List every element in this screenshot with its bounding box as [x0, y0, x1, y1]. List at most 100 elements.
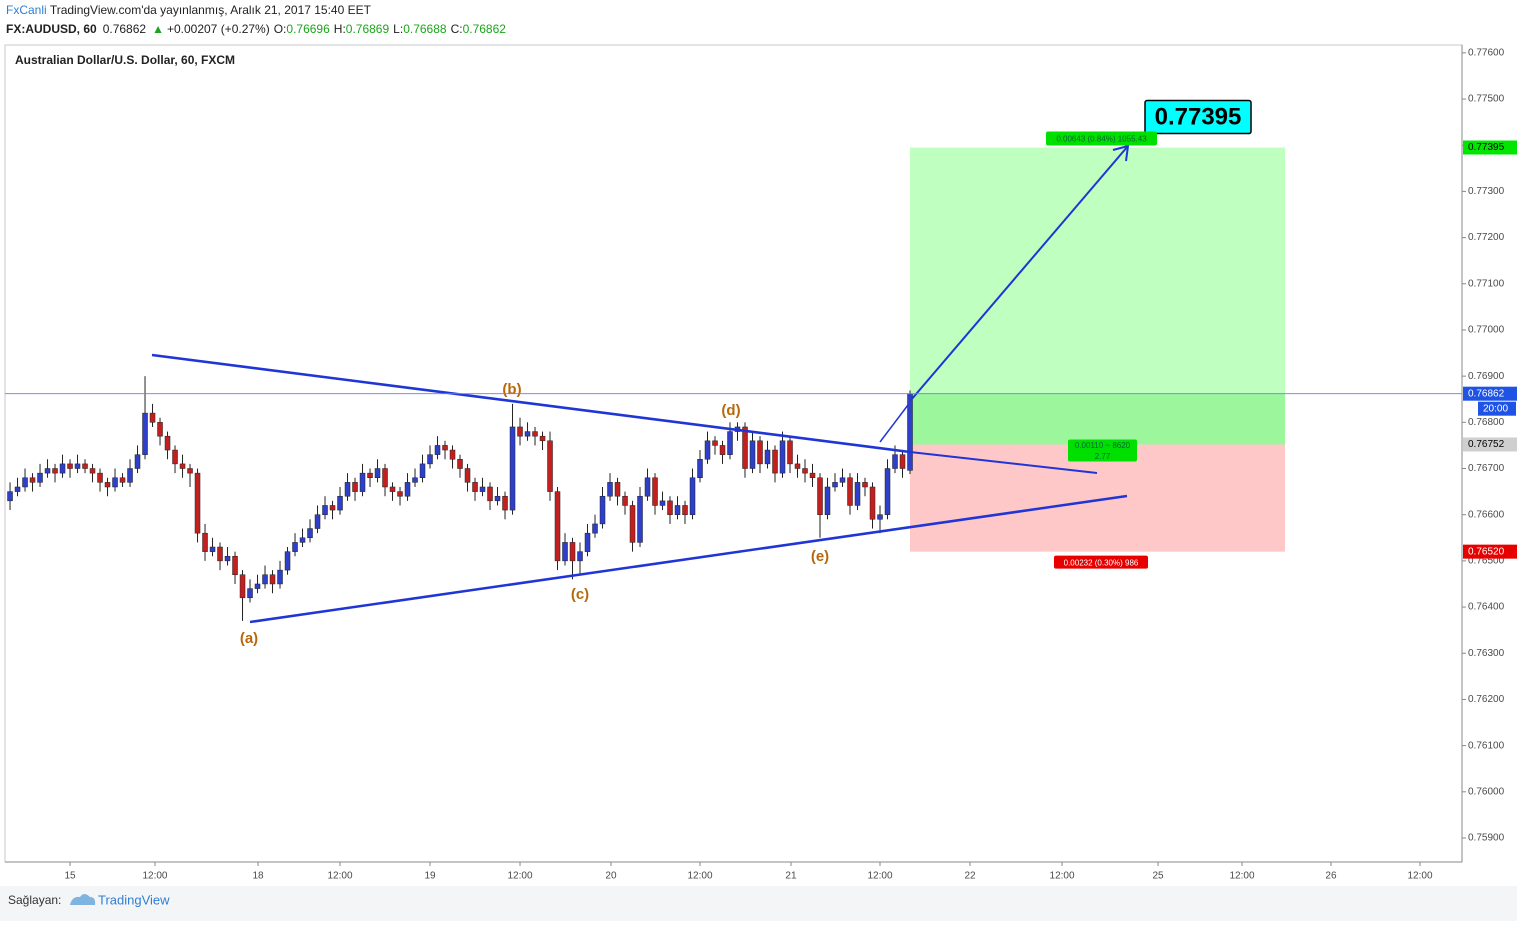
x-tick-label: 12:00	[687, 871, 712, 882]
candle-body	[539, 435, 546, 442]
y-tick-label: 0.76100	[1468, 740, 1505, 751]
position-stats: 0.00110 ~ 8620	[1075, 441, 1131, 450]
candle-body	[817, 477, 823, 515]
candle-body	[869, 486, 876, 520]
candle-body	[104, 482, 111, 488]
symbol: FX:AUDUSD, 60	[6, 22, 97, 36]
wave-label: (a)	[240, 630, 258, 647]
candle-body	[97, 472, 103, 483]
candle-body	[554, 491, 561, 562]
candle-body	[809, 472, 816, 478]
target-callout-bg	[1144, 99, 1252, 135]
candle-body	[44, 468, 51, 474]
wave-label: (b)	[502, 381, 521, 398]
x-tick-label: 22	[964, 871, 976, 882]
position-stats: 2.77	[1095, 452, 1111, 461]
target-callout: 0.77395	[1155, 103, 1242, 130]
candle-body	[292, 542, 298, 552]
candle-body	[487, 486, 493, 502]
candle-body	[802, 468, 808, 474]
candle-body	[187, 468, 193, 474]
ohlc-label: H:	[334, 22, 346, 36]
position-layer	[910, 147, 1285, 552]
ohlc-label: O:	[274, 22, 287, 36]
x-tick-label: 18	[252, 871, 264, 882]
candle-body	[794, 463, 801, 469]
candle-body	[779, 440, 786, 474]
candle-body	[674, 505, 681, 515]
candle-body	[202, 532, 208, 552]
candle-body	[284, 551, 291, 571]
candle-body	[389, 486, 396, 492]
candle-body	[52, 468, 58, 474]
candle-body	[142, 412, 148, 455]
stop-price-label: 0.76520	[1468, 546, 1505, 557]
candle-body	[502, 495, 508, 511]
candle-body	[719, 445, 726, 455]
candle-body	[157, 422, 163, 437]
candle-body	[254, 583, 261, 589]
candle-body	[884, 468, 891, 515]
candle-body	[757, 440, 763, 465]
candle-body	[299, 537, 306, 543]
provider-link[interactable]: TradingView	[98, 892, 170, 907]
y-tick-label: 0.76000	[1468, 786, 1505, 797]
target-price-label: 0.77395	[1468, 142, 1505, 153]
author[interactable]: FxCanli	[6, 3, 47, 17]
entry-price-label: 0.76752	[1468, 439, 1505, 450]
wave-label: (c)	[571, 586, 589, 603]
candle-body	[374, 468, 381, 478]
candle-body	[892, 454, 898, 469]
published: TradingView.com'da yayınlanmış, Aralık 2…	[50, 3, 372, 17]
y-tick-label: 0.77100	[1468, 278, 1505, 289]
candle-body	[457, 459, 463, 469]
candle-body	[232, 556, 238, 575]
candle-body	[899, 454, 906, 469]
candle-body	[179, 463, 186, 469]
candle-body	[832, 482, 838, 488]
candle-body	[322, 505, 328, 515]
trendline	[249, 494, 1128, 624]
y-tick-label: 0.76600	[1468, 509, 1505, 520]
candle-body	[127, 468, 133, 483]
candle-body	[532, 431, 538, 437]
candle-body	[262, 574, 268, 585]
candle-body	[224, 556, 231, 562]
entry-price-label-bg	[1463, 437, 1517, 452]
x-tick-label: 20	[605, 871, 617, 882]
candle-body	[82, 463, 88, 469]
ohlc-value: 0.76869	[346, 22, 390, 36]
candle-body	[352, 482, 358, 492]
y-tick-label: 0.76400	[1468, 602, 1505, 613]
candle-body	[599, 495, 606, 525]
candle-body	[7, 491, 13, 502]
y-tick-label: 0.76900	[1468, 371, 1505, 382]
candle-body	[517, 426, 523, 437]
candle-body	[509, 426, 516, 511]
candle-body	[629, 505, 636, 543]
candle-body	[569, 542, 576, 562]
candle-body	[742, 426, 748, 469]
candle-body	[382, 468, 388, 488]
ohlc-label: C:	[451, 22, 463, 36]
candle-body	[119, 477, 126, 483]
candle-body	[607, 482, 613, 497]
candle-body	[464, 468, 471, 483]
open-profit-zone	[910, 393, 1285, 445]
candle-body	[854, 482, 861, 506]
candle-body	[194, 472, 201, 534]
candle-body	[412, 477, 418, 483]
candle-body	[37, 472, 43, 483]
candle-body	[847, 477, 853, 506]
candle-body	[592, 523, 598, 534]
candle-body	[547, 440, 553, 492]
candle-body	[442, 445, 448, 451]
trendline	[151, 353, 911, 454]
candle-body	[772, 449, 778, 474]
candle-body	[584, 532, 591, 552]
candle-body	[404, 482, 411, 497]
x-tick-label: 19	[424, 871, 436, 882]
candle-body	[337, 495, 343, 511]
